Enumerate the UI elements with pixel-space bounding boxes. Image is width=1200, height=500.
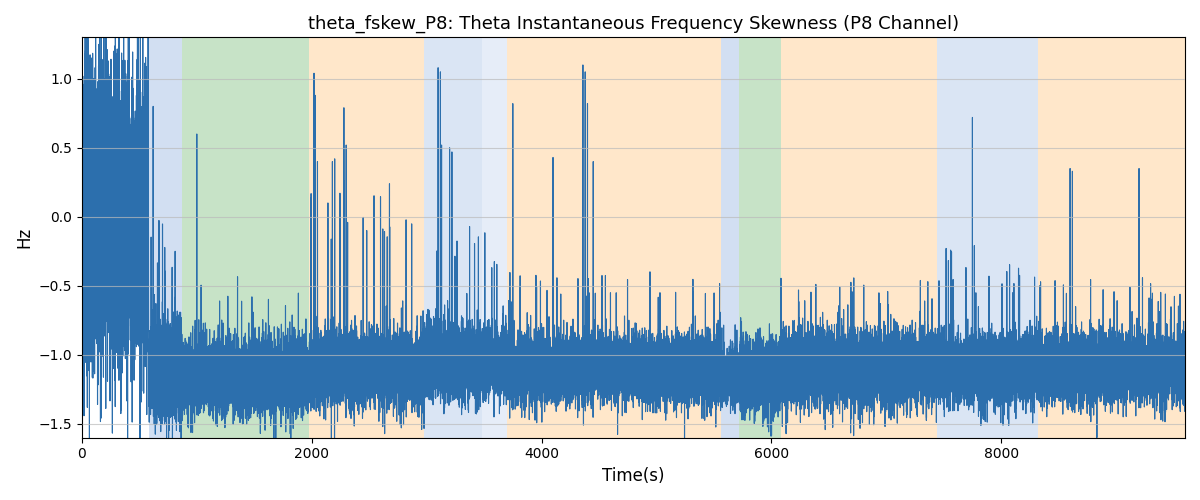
Bar [182, 38, 310, 438]
Y-axis label: Hz: Hz [14, 227, 32, 248]
Bar [481, 38, 508, 438]
Bar [1038, 38, 1186, 438]
Title: theta_fskew_P8: Theta Instantaneous Frequency Skewness (P8 Channel): theta_fskew_P8: Theta Instantaneous Freq… [308, 15, 959, 34]
Bar [739, 38, 780, 438]
Bar [721, 38, 739, 438]
Bar [937, 38, 1038, 438]
Bar [310, 38, 425, 438]
X-axis label: Time(s): Time(s) [602, 467, 665, 485]
Bar [149, 38, 182, 438]
Bar [780, 38, 937, 438]
Bar [508, 38, 721, 438]
Bar [425, 38, 481, 438]
